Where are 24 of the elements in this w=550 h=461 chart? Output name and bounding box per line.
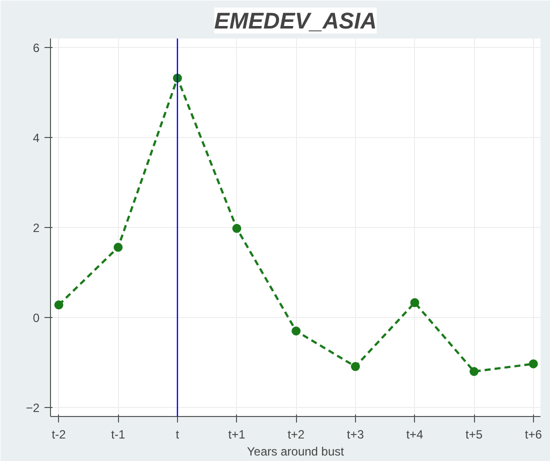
point — [114, 242, 123, 252]
y-tick-label: 4 — [32, 131, 40, 145]
point — [292, 326, 301, 336]
point — [54, 300, 64, 310]
x-tick-label: t+2 — [288, 428, 305, 442]
x-tick-label: t+4 — [406, 428, 424, 442]
x-tick-label: t+5 — [466, 428, 483, 442]
y-tick-label: −2 — [26, 401, 40, 415]
x-tick-label: t-1 — [111, 428, 126, 442]
x-tick-label: t — [176, 428, 180, 442]
x-tick-label: t+3 — [346, 428, 364, 442]
y-tick-label: 0 — [32, 311, 40, 325]
point — [350, 362, 360, 372]
y-tick-label: 2 — [32, 221, 40, 235]
x-tick-label: t+6 — [524, 428, 542, 442]
point — [232, 224, 242, 233]
point — [528, 359, 538, 368]
x-tick-label: t-2 — [52, 428, 66, 442]
point — [410, 298, 420, 308]
y-tick-label: 6 — [32, 41, 40, 55]
point — [470, 367, 479, 376]
chart-title: EMEDEV_ASIA — [214, 8, 377, 34]
x-tick-label: t+1 — [228, 428, 246, 442]
x-axis-title: Years around bust — [247, 444, 345, 458]
